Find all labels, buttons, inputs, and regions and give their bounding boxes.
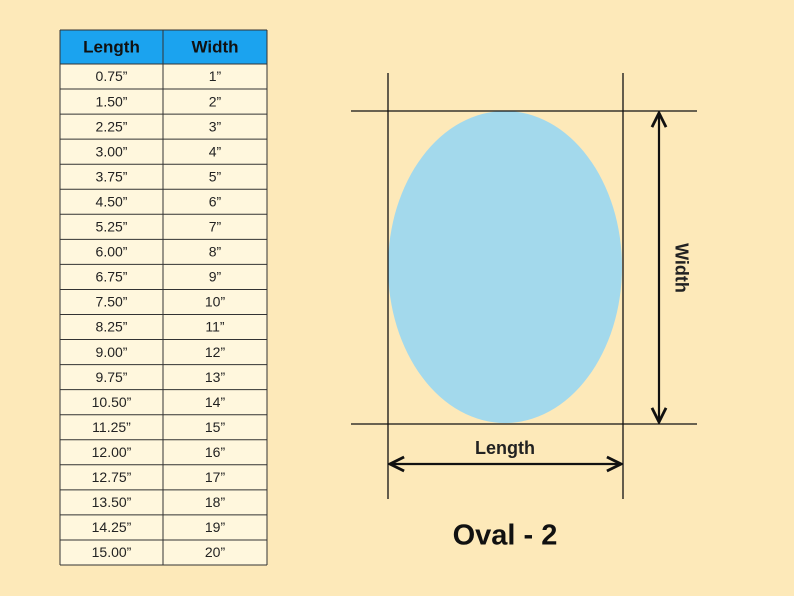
length-label: Length [475, 438, 535, 458]
header-cell: Width [191, 37, 238, 56]
cell: 7” [209, 219, 222, 235]
guide-lines [351, 73, 697, 499]
cell: 10” [205, 294, 226, 310]
title: Oval - 2 [453, 520, 558, 552]
cell: 19” [205, 519, 226, 535]
cell: 12.75” [92, 469, 132, 485]
cell: 15” [205, 419, 226, 435]
table: Length Width 0.75” 1” 1.50” 2” 2.25” 3” 3.00” 4” 3… [59, 29, 268, 566]
cell: 2” [209, 93, 222, 109]
cell: 16” [205, 444, 226, 460]
cell: 13” [205, 369, 226, 385]
cell: 12.00” [92, 444, 132, 460]
header-cell: Length [83, 37, 140, 56]
cell: 5.25” [96, 219, 128, 235]
cell: 11.25” [92, 419, 131, 435]
cell: 9.00” [96, 344, 128, 360]
cell: 6.00” [96, 244, 128, 260]
cell: 10.50” [92, 394, 132, 410]
cell: 3.75” [96, 168, 128, 184]
cell: 1” [209, 68, 222, 84]
cell: 6” [209, 193, 222, 209]
cell: 3” [209, 118, 222, 134]
cell: 4” [209, 143, 222, 159]
cell: 9” [209, 269, 222, 285]
cell: 0.75” [96, 68, 128, 84]
width-label: Width [671, 243, 691, 293]
oval [388, 111, 622, 423]
cell: 20” [205, 544, 226, 560]
cell: 14” [205, 394, 226, 410]
cell: 8.25” [96, 319, 128, 335]
cell: 1.50” [96, 93, 128, 109]
cell: 15.00” [92, 544, 132, 560]
cell: 18” [205, 494, 226, 510]
cell: 5” [209, 168, 222, 184]
cell: 12” [205, 344, 226, 360]
cell: 7.50” [96, 294, 128, 310]
cell: 13.50” [92, 494, 132, 510]
cell: 6.75” [96, 269, 128, 285]
cell: 3.00” [96, 143, 128, 159]
cell: 9.75” [96, 369, 128, 385]
cell: 17” [205, 469, 226, 485]
cell: 11” [205, 319, 225, 335]
cell: 8” [209, 244, 222, 260]
cell: 14.25” [92, 519, 132, 535]
cell: 2.25” [96, 118, 128, 134]
cell: 4.50” [96, 193, 128, 209]
